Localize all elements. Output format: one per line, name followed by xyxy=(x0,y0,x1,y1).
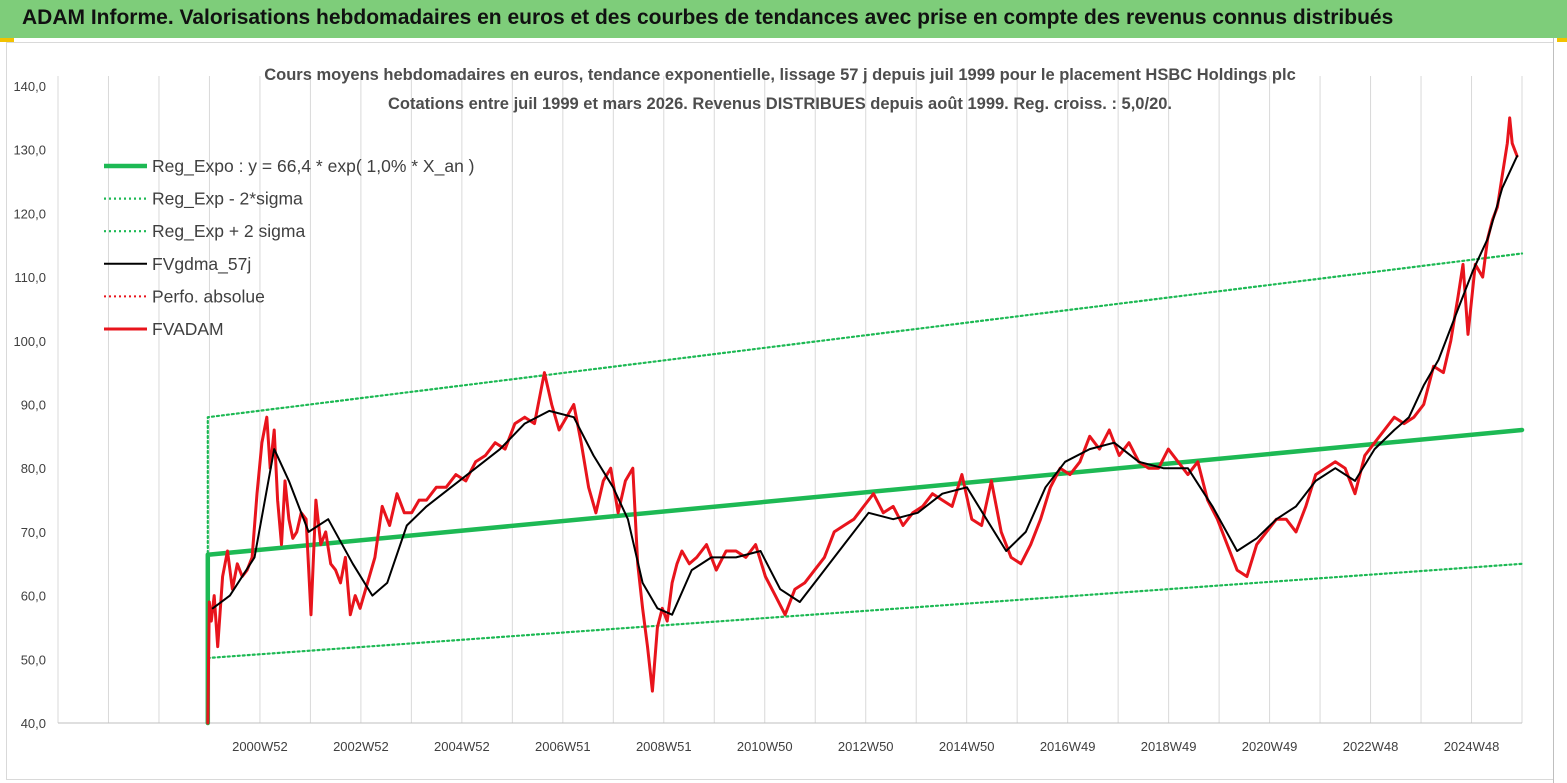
banner-corner-mark-left xyxy=(0,38,14,42)
y-tick-label: 40,0 xyxy=(21,716,46,731)
report-banner: ADAM Informe. Valorisations hebdomadaire… xyxy=(0,0,1567,38)
chart-gridlines xyxy=(57,76,1523,723)
legend-label: FVgdma_57j xyxy=(152,254,251,275)
y-tick-label: 90,0 xyxy=(21,398,46,413)
x-tick-label: 2016W49 xyxy=(1040,739,1096,754)
x-tick-label: 2022W48 xyxy=(1343,739,1399,754)
y-tick-label: 120,0 xyxy=(13,206,46,221)
x-tick-label: 2002W52 xyxy=(333,739,389,754)
series-reg-exp-minus-2-sigma xyxy=(206,562,1524,660)
series-fvgdma-57j xyxy=(211,155,1519,616)
legend-label: Perfo. absolue xyxy=(152,286,265,306)
chart-title-line-1: Cours moyens hebdomadaires en euros, ten… xyxy=(264,66,1296,84)
x-tick-label: 2012W50 xyxy=(838,739,894,754)
x-tick-label: 2008W51 xyxy=(636,739,692,754)
chart-axes: 40,0 50,0 60,0 70,0 80,0 90,0 100,0 110,0 120,0 1… xyxy=(13,79,1522,754)
x-tick-label: 2000W52 xyxy=(232,739,288,754)
x-tick-label: 2014W50 xyxy=(939,739,995,754)
report-banner-title: ADAM Informe. Valorisations hebdomadaire… xyxy=(22,6,1394,29)
x-tick-label: 2010W50 xyxy=(737,739,793,754)
chart-title-line-2: Cotations entre juil 1999 et mars 2026. … xyxy=(388,95,1172,113)
x-tick-label: 2006W51 xyxy=(535,739,591,754)
legend-label: FVADAM xyxy=(152,319,224,339)
y-tick-label: 70,0 xyxy=(21,525,46,540)
y-tick-label: 80,0 xyxy=(21,461,46,476)
y-tick-label: 60,0 xyxy=(21,589,46,604)
x-tick-label: 2018W49 xyxy=(1141,739,1197,754)
series-reg-exp-plus-2-sigma xyxy=(206,252,1524,725)
banner-corner-mark-right xyxy=(1553,38,1567,42)
x-tick-label: 2020W49 xyxy=(1242,739,1298,754)
chart-legend: Reg_Expo : y = 66,4 * exp( 1,0% * X_an )… xyxy=(104,156,475,339)
y-tick-label: 130,0 xyxy=(13,143,46,158)
y-tick-label: 100,0 xyxy=(13,334,46,349)
chart-series xyxy=(205,116,1525,726)
legend-label: Reg_Exp + 2 sigma xyxy=(152,221,305,242)
legend-label: Reg_Expo : y = 66,4 * exp( 1,0% * X_an ) xyxy=(152,156,475,177)
window-right-edge xyxy=(1553,38,1557,783)
y-tick-label: 140,0 xyxy=(13,79,46,94)
x-tick-label: 2024W48 xyxy=(1444,739,1500,754)
y-tick-label: 50,0 xyxy=(21,652,46,667)
legend-label: Reg_Exp - 2*sigma xyxy=(152,189,303,210)
y-tick-label: 110,0 xyxy=(14,270,46,285)
x-tick-label: 2004W52 xyxy=(434,739,490,754)
series-fvadam xyxy=(206,116,1519,725)
